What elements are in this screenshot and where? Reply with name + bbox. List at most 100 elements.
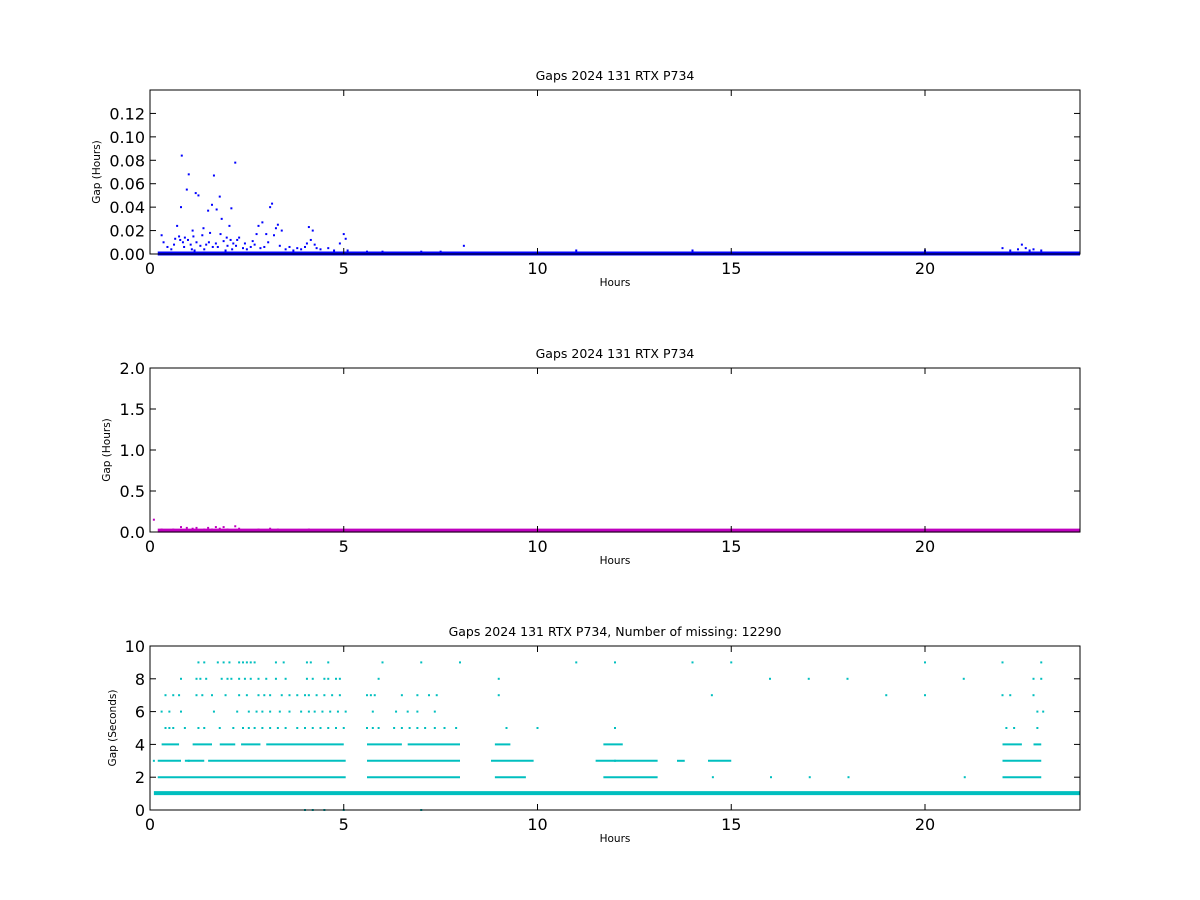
chart-3-point [253,661,256,664]
chart-1-point [342,233,345,236]
chart-3-point [962,677,965,680]
chart-3-plot-frame [149,645,1081,811]
chart-1-point [212,174,215,177]
chart-1-point [309,238,312,241]
chart-2-title: Gaps 2024 131 RTX P734 [536,346,695,361]
chart-1-point [1001,247,1004,250]
chart-3-point [381,661,384,664]
chart-1-point [235,244,238,247]
chart-1-point [219,233,222,236]
chart-1-point [381,250,384,253]
chart-1-point [292,249,295,252]
chart-1-point [214,242,217,245]
chart-3-point [280,694,283,697]
chart-3-point [242,661,244,664]
chart-1-point [274,227,277,230]
chart-3-point [373,694,376,697]
chart-1-point [1040,249,1043,252]
chart-3-point [338,677,341,680]
chart-1-point [280,229,283,232]
chart-2-point [160,528,163,531]
chart-2-xtick-label: 20 [915,537,935,556]
chart-1-point [253,243,256,246]
chart-1-point [315,247,318,250]
chart-3-point [164,727,167,729]
chart-3-point [377,727,380,729]
chart-3-point [211,694,213,697]
chart-3-point [342,727,345,729]
chart-3-point [222,661,225,664]
chart-3-point [309,661,312,664]
chart-1-point [207,241,210,244]
chart-3-point [304,694,306,697]
chart-3-point [416,727,419,729]
chart-3-ytick-label: 8 [135,670,145,689]
chart-1-point [236,238,239,241]
chart-1-point [180,154,183,157]
chart-3-point [1036,727,1039,729]
chart-3-point [300,710,303,713]
chart-3-title: Gaps 2024 131 RTX P734, Number of missin… [449,624,782,639]
chart-2-ytick-label: 1.5 [120,400,145,419]
chart-3-point [269,727,272,729]
chart-3-ytick-label: 4 [135,735,145,754]
chart-3-point [435,694,438,697]
chart-3-point [305,677,308,680]
chart-3-point [304,727,306,729]
chart-3-point [238,677,241,680]
chart-1-point [229,238,232,241]
chart-1-point [1020,243,1023,246]
chart-3-point [335,727,337,729]
chart-1-point [249,245,252,248]
chart-3-point [218,727,221,729]
chart-1-point [189,243,192,246]
chart-1-point [170,248,173,251]
chart-2-xtick-label: 10 [527,537,547,556]
chart-3-point [313,710,316,713]
chart-1-xtick-label: 10 [527,259,547,278]
chart-3-point [216,661,219,664]
chart-3-ytick-label: 0 [135,801,145,820]
chart-3-point [335,677,337,680]
chart-2-point [276,528,279,531]
chart-3-point [885,694,888,697]
chart-3-point [408,727,411,729]
chart-3-point [296,727,299,729]
chart-1-point [195,241,198,244]
chart-3-point [249,661,252,664]
chart-1-point [278,244,281,247]
chart-3-point [205,677,208,680]
chart-1-point [228,224,231,227]
chart-3-point [245,661,248,664]
chart-3-point [327,727,330,729]
chart-3-point [242,727,244,729]
chart-1-point [178,235,181,238]
chart-3-point [1032,694,1035,697]
chart-3-point [172,694,175,697]
chart-3-point [236,710,239,713]
chart-3-point [296,694,299,697]
chart-3-point [395,710,398,713]
chart-3-point [226,677,229,680]
chart-3-point [321,710,324,713]
chart-3-point [1009,694,1012,697]
chart-3-point [257,694,260,697]
chart-1-point [231,248,234,251]
chart-3-point [257,677,260,680]
chart-3-point [197,661,200,664]
chart-1-point [575,249,578,252]
chart-1-point [276,223,279,226]
chart-1-point [255,233,258,236]
chart-3-point [443,727,446,729]
chart-3-point [180,710,182,713]
chart-3-ylabel: Gap (Seconds) [107,690,119,767]
chart-3-point [338,694,341,697]
chart-3-point [274,677,277,680]
chart-3-point [710,694,713,697]
chart-3-point [614,661,616,664]
chart-3-point [497,694,500,697]
chart-2-ytick-label: 2.0 [120,359,145,378]
chart-3-point [269,694,272,697]
chart-3-point [305,661,308,664]
